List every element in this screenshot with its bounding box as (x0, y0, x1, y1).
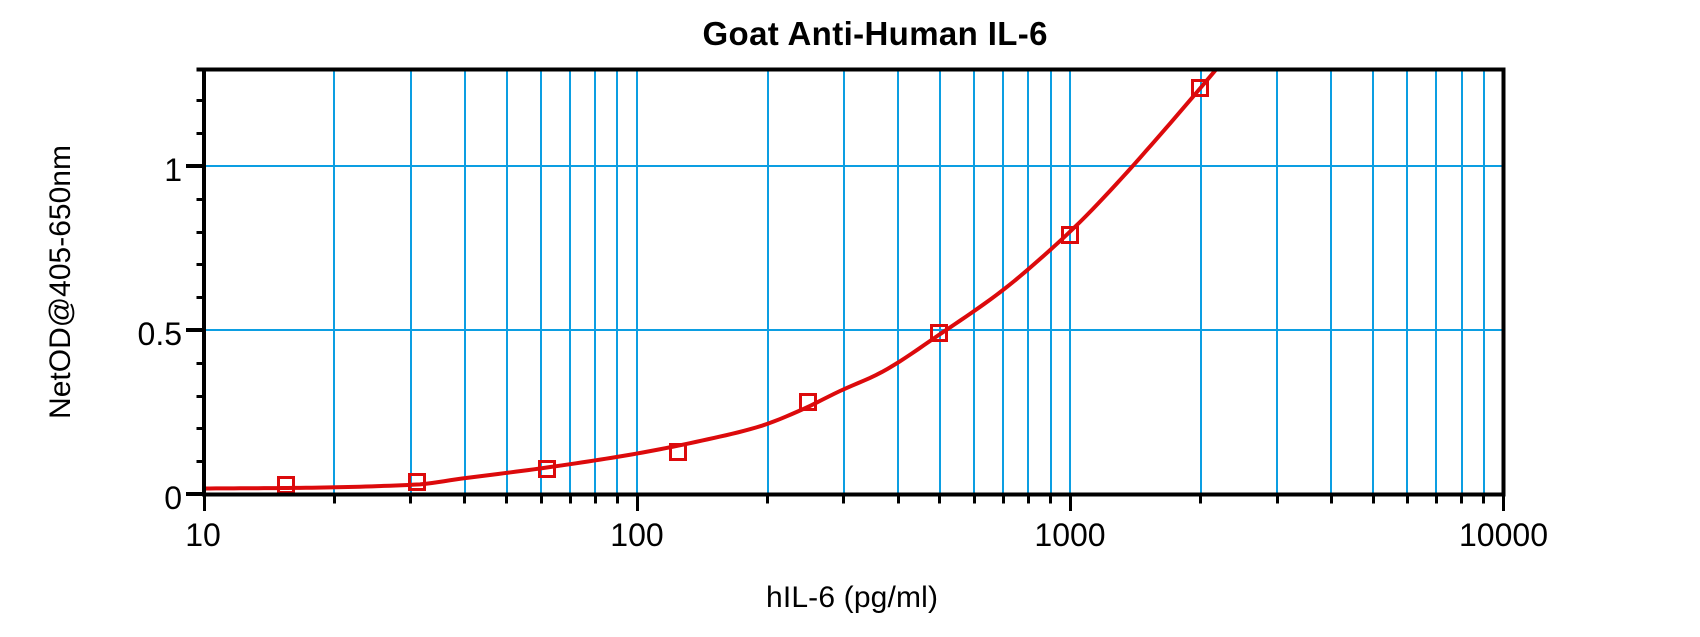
svg-text:hIL-6 (pg/ml): hIL-6 (pg/ml) (766, 581, 938, 614)
svg-text:0.5: 0.5 (138, 316, 182, 352)
svg-text:100: 100 (610, 517, 663, 553)
svg-text:1: 1 (164, 152, 182, 188)
svg-text:NetOD@405-650nm: NetOD@405-650nm (44, 145, 77, 419)
svg-text:1000: 1000 (1034, 517, 1105, 553)
svg-text:10000: 10000 (1459, 517, 1548, 553)
svg-text:Goat Anti-Human IL-6: Goat Anti-Human IL-6 (703, 15, 1048, 52)
svg-text:10: 10 (185, 517, 221, 553)
svg-text:0: 0 (164, 480, 182, 516)
